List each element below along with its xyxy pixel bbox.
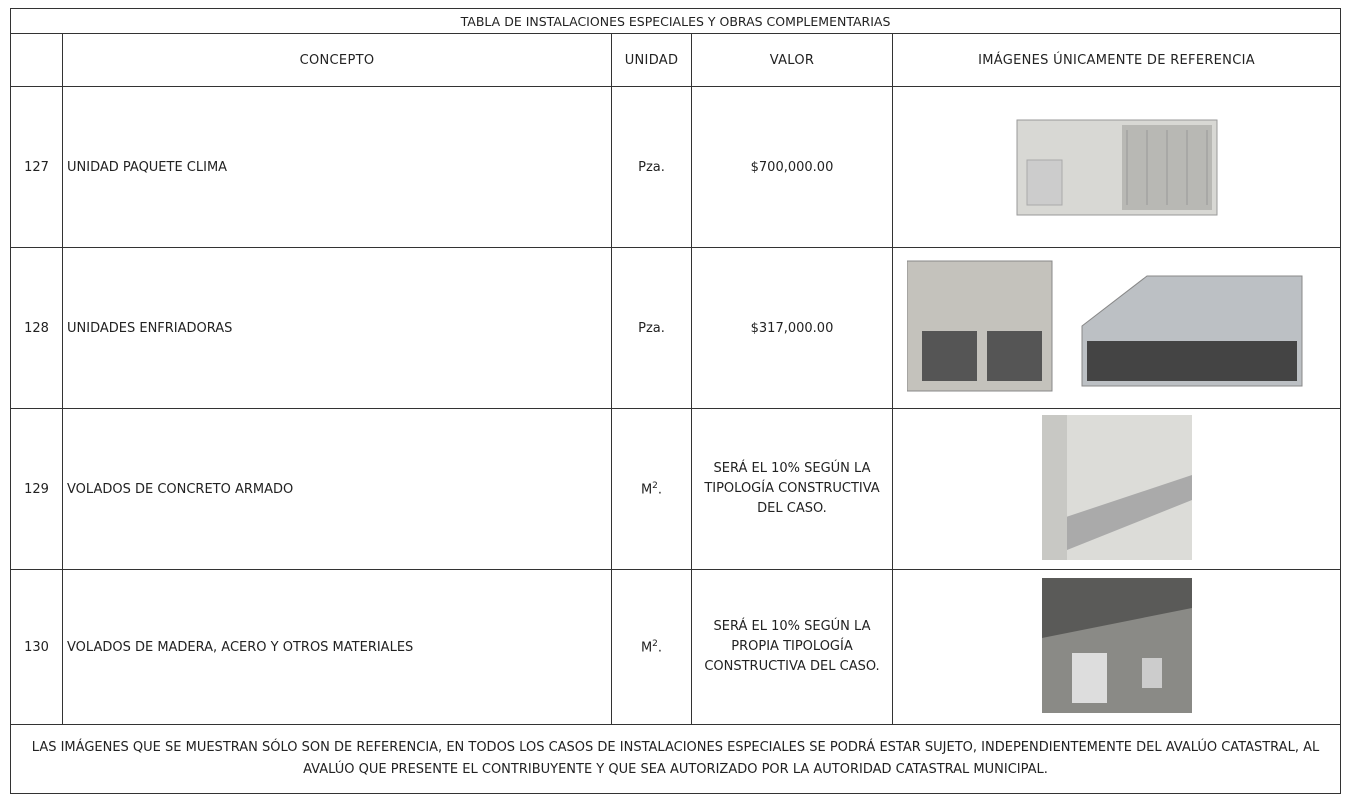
value: SERÁ EL 10% SEGÚN LA PROPIA TIPOLOGÍA CO… xyxy=(691,569,893,725)
row-number: 127 xyxy=(10,86,63,248)
value-text: SERÁ EL 10% SEGÚN LA TIPOLOGÍA CONSTRUCT… xyxy=(704,461,880,516)
row: 130 VOLADOS DE MADERA, ACERO Y OTROS MAT… xyxy=(10,569,1342,725)
row: 127 UNIDAD PAQUETE CLIMA Pza. $700,000.0… xyxy=(10,86,1342,248)
table: TABLA DE INSTALACIONES ESPECIALES Y OBRA… xyxy=(9,8,1342,794)
unit-text: M xyxy=(640,640,653,656)
unit-text: Pza. xyxy=(638,320,665,336)
row-number: 130 xyxy=(10,569,63,725)
unit: Pza. xyxy=(611,247,692,409)
unit-suffix: . xyxy=(657,482,663,498)
value: SERÁ EL 10% SEGÚN LA TIPOLOGÍA CONSTRUCT… xyxy=(691,408,893,570)
table-title: TABLA DE INSTALACIONES ESPECIALES Y OBRA… xyxy=(9,8,1342,34)
header-blank xyxy=(10,33,63,87)
unit-text: M xyxy=(640,482,653,498)
image-cell xyxy=(891,86,1342,248)
image-concrete-overhang xyxy=(1041,414,1192,560)
concept: UNIDAD PAQUETE CLIMA xyxy=(62,86,612,248)
row: 129 VOLADOS DE CONCRETO ARMADO M2. SERÁ … xyxy=(10,408,1342,570)
header: VALOR xyxy=(691,33,893,87)
value: $700,000.00 xyxy=(691,86,893,248)
image-chillers xyxy=(906,260,1303,392)
row: 128 UNIDADES ENFRIADORAS Pza. $317,000.0… xyxy=(10,247,1342,409)
unit: Pza. xyxy=(611,86,692,248)
row-number: 129 xyxy=(10,408,63,570)
note-row: LAS IMÁGENES QUE SE MUESTRAN SÓLO SON DE… xyxy=(9,724,1342,794)
title-row: TABLA DE INSTALACIONES ESPECIALES Y OBRA… xyxy=(9,8,1342,34)
image-cell xyxy=(891,247,1342,409)
note: LAS IMÁGENES QUE SE MUESTRAN SÓLO SON DE… xyxy=(9,724,1342,794)
header: CONCEPTO xyxy=(62,33,612,87)
image-steel-overhang xyxy=(1041,577,1192,713)
image-cell xyxy=(891,408,1342,570)
header: UNIDAD xyxy=(611,33,692,87)
unit: M2. xyxy=(611,408,692,570)
unit-suffix: . xyxy=(657,640,663,656)
header-row: CONCEPTO UNIDAD VALOR IMÁGENES ÚNICAMENT… xyxy=(10,33,1342,87)
concept: UNIDADES ENFRIADORAS xyxy=(62,247,612,409)
row-number: 128 xyxy=(10,247,63,409)
unit-superscript: 2 xyxy=(652,638,658,649)
image-cell xyxy=(891,569,1342,725)
concept: VOLADOS DE CONCRETO ARMADO xyxy=(62,408,612,570)
header: IMÁGENES ÚNICAMENTE DE REFERENCIA xyxy=(891,33,1342,87)
image-ac-unit xyxy=(1016,119,1218,216)
unit-superscript: 2 xyxy=(652,480,658,491)
unit-text: Pza. xyxy=(638,159,665,175)
value-text: SERÁ EL 10% SEGÚN LA PROPIA TIPOLOGÍA CO… xyxy=(704,619,880,674)
value: $317,000.00 xyxy=(691,247,893,409)
concept: VOLADOS DE MADERA, ACERO Y OTROS MATERIA… xyxy=(62,569,612,725)
unit: M2. xyxy=(611,569,692,725)
